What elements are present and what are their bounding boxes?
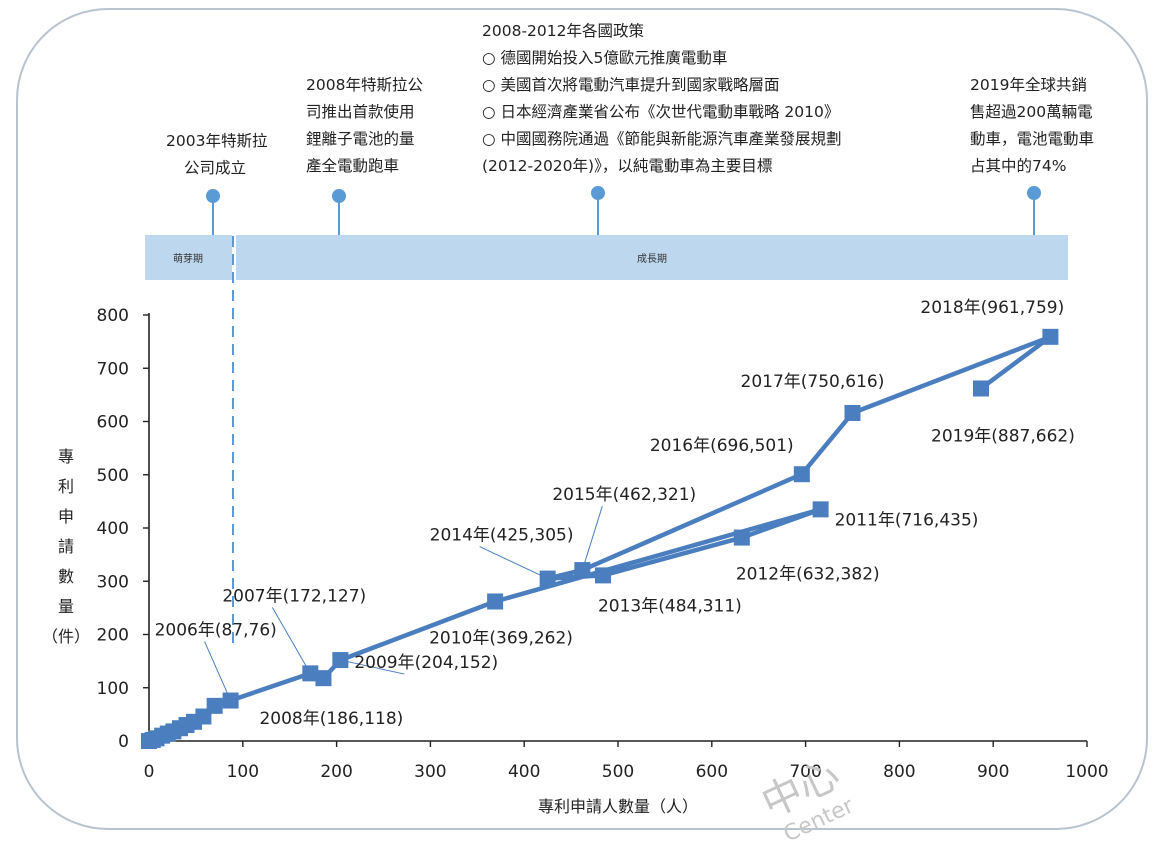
event-note-2003: 2003年特斯拉 公司成立 [166,128,267,182]
y-axis-title-char: （件） [42,627,90,646]
data-label-leader [581,505,603,571]
data-point-marker [812,501,829,518]
data-labels: 2006年(87,76) 2007年(172,127) 2008年(186,118)… [155,298,1075,729]
y-axis-title-char: 請 [58,537,74,556]
x-tick-label: 100 [227,762,259,782]
y-tick-label: 800 [97,306,129,326]
event-note-line: 2008年特斯拉公 [306,76,423,94]
y-axis-title: 專利申請數量 （件） [42,447,90,646]
y-axis-title-char: 申 [58,507,74,526]
x-tick-label: 800 [883,762,915,782]
data-point-marker [844,404,861,421]
stage-band-budding [145,235,232,280]
event-note-line: 售超過200萬輛電 [970,103,1093,121]
data-label: 2010年(369,262) [429,628,573,648]
pin-policy-dot [591,186,605,200]
event-note-policy: 2008-2012年各國政策 ○ 德國開始投入5億歐元推廣電動車 ○ 美國首次將… [482,18,841,180]
stage-band-growth [236,235,1068,280]
data-label: 2019年(887,662) [931,426,1075,446]
data-label: 2016年(696,501) [650,436,794,456]
data-label-leader [271,607,311,674]
event-note-line: 動車，電池電動車 [970,130,1095,148]
data-label-leader [204,641,232,701]
y-axis-title-char: 利 [58,477,74,496]
data-label: 2011年(716,435) [835,510,979,530]
pin-2008-dot [332,189,346,203]
data-point-marker [793,466,810,483]
event-note-line: ○ 德國開始投入5億歐元推廣電動車 [482,49,728,67]
event-note-line: 2003年特斯拉 [166,132,268,150]
data-label: 2008年(186,118) [259,709,403,729]
y-tick-label: 500 [97,466,129,486]
pin-2019-dot [1027,186,1041,200]
y-tick-label: 600 [97,413,129,433]
event-note-line: 占其中的74% [970,157,1067,175]
data-label: 2018年(961,759) [920,298,1064,318]
data-point-marker [594,567,611,584]
x-tick-label: 500 [602,762,634,782]
data-point-marker [973,380,990,397]
data-label: 2007年(172,127) [222,586,366,606]
data-label: 2006年(87,76) [155,621,277,641]
event-note-line: ○ 中國國務院通過《節能與新能源汽車產業發展規劃 [482,130,842,148]
data-label: 2009年(204,152) [354,653,498,673]
y-tick-label: 100 [97,679,129,699]
event-note-line: (2012-2020年)》，以純電動車為主要目標 [482,157,773,175]
x-tick-label: 700 [789,762,821,782]
y-tick-label: 0 [118,732,129,752]
event-note-2008: 2008年特斯拉公 司推出首款使用 鋰離子電池的量 產全電動跑車 [306,72,423,180]
data-point-marker [206,697,223,714]
timeline-pins [206,186,1041,235]
event-note-line: ○ 日本經濟產業省公布《次世代電動車戰略 2010》 [482,103,840,121]
data-label-leader [479,546,548,580]
x-tick-label: 400 [508,762,540,782]
data-point-marker [1042,328,1059,345]
event-note-2019: 2019年全球共銷 售超過200萬輛電 動車，電池電動車 占其中的74% [970,72,1094,180]
y-axis-ticks: 0 100 200 300 400 500 600 700 800 [97,306,149,752]
event-note-line: 2019年全球共銷 [970,76,1087,94]
event-note-line: 2008-2012年各國政策 [482,22,644,40]
x-tick-label: 300 [414,762,446,782]
event-note-line: 公司成立 [184,159,247,177]
y-axis-title-char: 量 [58,597,74,616]
series-line [146,334,1053,744]
y-axis-title-char: 專 [58,447,74,466]
series-layer [141,328,1059,749]
data-label: 2014年(425,305) [430,526,574,546]
timeline-band: 萌芽期 成長期 [145,235,1068,280]
y-tick-label: 400 [97,519,129,539]
x-tick-label: 900 [977,762,1009,782]
x-tick-label: 1000 [1065,762,1108,782]
watermark: 中心 Center [755,752,859,843]
event-note-line: ○ 美國首次將電動汽車提升到國家戰略層面 [482,76,780,94]
data-label-leader [340,659,405,675]
data-label: 2012年(632,382) [736,565,880,585]
data-point-marker [487,593,504,610]
y-tick-label: 700 [97,359,129,379]
stage-label-budding: 萌芽期 [173,252,203,265]
y-tick-label: 200 [97,626,129,646]
event-note-line: 司推出首款使用 [306,103,415,121]
event-note-line: 鋰離子電池的量 [306,130,415,148]
data-point-marker [733,529,750,546]
stage-label-growth: 成長期 [637,253,667,265]
data-point-marker [315,670,332,687]
data-label: 2017年(750,616) [741,372,885,392]
x-tick-label: 200 [320,762,352,782]
y-tick-label: 300 [97,572,129,592]
rounded-frame [16,8,1148,830]
y-axis-title-char: 數 [58,567,74,586]
event-note-line: 產全電動跑車 [306,157,400,175]
x-tick-label: 0 [144,762,155,782]
x-axis-ticks: 0 100 200 300 400 500 600 700 800 900 1000 [144,741,1109,782]
data-label: 2013年(484,311) [598,596,742,616]
pin-2003-dot [206,189,220,203]
x-axis-title: 專利申請人數量（人） [538,797,698,816]
x-tick-label: 600 [696,762,728,782]
data-label: 2015年(462,321) [552,485,696,505]
